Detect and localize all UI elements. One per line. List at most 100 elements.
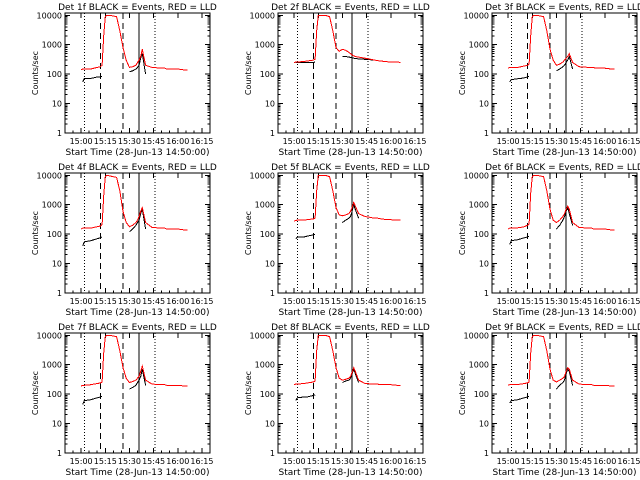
x-tick-label: 15:45	[569, 457, 592, 466]
x-tick-label: 16:15	[190, 137, 213, 146]
y-tick-label: 1000	[469, 201, 489, 210]
x-tick-label: 15:15	[94, 297, 117, 306]
y-tick-label: 1	[484, 129, 489, 138]
x-tick-label: 15:00	[497, 457, 520, 466]
x-tick-label: 15:45	[355, 457, 378, 466]
y-tick-label: 100	[47, 230, 62, 239]
x-axis-label: Start Time (28-Jun-13 14:50:00)	[279, 308, 423, 318]
detector-9-frame	[491, 332, 638, 454]
detector-6-frame	[491, 172, 638, 294]
y-tick-label: 100	[260, 390, 275, 399]
x-tick-label: 16:15	[403, 137, 426, 146]
y-tick-label: 10000	[37, 11, 62, 20]
x-axis-label: Start Time (28-Jun-13 14:50:00)	[493, 148, 637, 158]
x-tick-label: 15:45	[142, 457, 165, 466]
x-tick-label: 15:15	[94, 137, 117, 146]
detector-8-title: Det 8f BLACK = Events, RED = LLD	[271, 323, 430, 333]
y-tick-label: 1000	[42, 201, 62, 210]
y-tick-label: 1	[270, 129, 275, 138]
detector-8-frame	[277, 332, 424, 454]
y-tick-label: 1000	[42, 361, 62, 370]
y-axis-label: Counts/sec	[31, 211, 40, 255]
detector-7-frame	[64, 332, 211, 454]
x-tick-label: 16:15	[617, 137, 640, 146]
y-tick-label: 10000	[464, 331, 489, 340]
x-tick-label: 15:00	[70, 137, 93, 146]
detector-2-title: Det 2f BLACK = Events, RED = LLD	[271, 3, 430, 13]
y-tick-label: 1	[484, 449, 489, 458]
y-tick-label: 1	[270, 449, 275, 458]
x-axis-label: Start Time (28-Jun-13 14:50:00)	[279, 148, 423, 158]
detector-6-chart: Det 6f BLACK = Events, RED = LLD 1 10 100 10…	[458, 163, 640, 318]
y-tick-label: 10000	[37, 171, 62, 180]
x-tick-label: 15:45	[569, 297, 592, 306]
y-tick-label: 1000	[469, 41, 489, 50]
x-tick-label: 16:00	[166, 137, 189, 146]
y-tick-label: 1000	[42, 41, 62, 50]
y-tick-label: 1	[57, 289, 62, 298]
x-axis-label: Start Time (28-Jun-13 14:50:00)	[66, 148, 210, 158]
x-tick-label: 15:15	[307, 457, 330, 466]
x-axis-label: Start Time (28-Jun-13 14:50:00)	[66, 308, 210, 318]
detector-7-series-events	[82, 369, 147, 405]
x-tick-label: 16:00	[593, 137, 616, 146]
y-tick-label: 10000	[37, 331, 62, 340]
y-tick-label: 100	[474, 390, 489, 399]
detector-1-frame	[64, 12, 211, 134]
y-tick-label: 10	[479, 420, 489, 429]
detector-4-frame	[64, 172, 211, 294]
detector-4-title: Det 4f BLACK = Events, RED = LLD	[58, 163, 217, 173]
x-tick-label: 16:15	[403, 457, 426, 466]
x-tick-label: 15:00	[497, 137, 520, 146]
x-tick-label: 16:00	[379, 297, 402, 306]
y-tick-label: 1000	[469, 361, 489, 370]
y-tick-label: 10000	[464, 11, 489, 20]
detector-2-chart: Det 2f BLACK = Events, RED = LLD 1 10 100 10…	[244, 3, 430, 158]
x-tick-label: 16:00	[379, 137, 402, 146]
detector-3-chart: Det 3f BLACK = Events, RED = LLD 1 10 100 10…	[458, 3, 640, 158]
y-tick-label: 1000	[255, 41, 275, 50]
x-tick-label: 15:00	[497, 297, 520, 306]
y-tick-label: 10000	[250, 331, 275, 340]
x-tick-label: 15:45	[355, 297, 378, 306]
detector-3-title: Det 3f BLACK = Events, RED = LLD	[485, 3, 640, 13]
x-tick-label: 15:45	[569, 137, 592, 146]
detector-1-series-events	[82, 53, 147, 83]
detector-2-frame	[277, 12, 424, 134]
detector-6-series-lld	[507, 174, 615, 231]
x-tick-label: 15:30	[118, 457, 141, 466]
detector-1-series-lld	[80, 14, 188, 71]
detector-2-series-lld	[293, 14, 401, 63]
x-tick-label: 16:15	[403, 297, 426, 306]
y-axis-label: Counts/sec	[244, 371, 253, 415]
detector-5-series-lld	[293, 174, 401, 222]
y-tick-label: 10	[52, 260, 62, 269]
y-tick-label: 1	[270, 289, 275, 298]
y-tick-label: 100	[47, 390, 62, 399]
x-tick-label: 15:00	[70, 297, 93, 306]
detector-7-chart: Det 7f BLACK = Events, RED = LLD 1 10 100 10…	[31, 323, 217, 478]
detector-3-series-events	[509, 54, 574, 83]
detector-5-chart: Det 5f BLACK = Events, RED = LLD 1 10 100 10…	[244, 163, 430, 318]
detector-1-chart: Det 1f BLACK = Events, RED = LLD 1 10 100 10…	[31, 3, 217, 158]
x-tick-label: 16:00	[166, 457, 189, 466]
detector-3-series-lld	[507, 14, 615, 70]
y-tick-label: 10	[52, 100, 62, 109]
x-tick-label: 15:30	[118, 297, 141, 306]
y-axis-label: Counts/sec	[31, 371, 40, 415]
y-tick-label: 10000	[250, 11, 275, 20]
y-tick-label: 10	[265, 100, 275, 109]
x-tick-label: 16:15	[617, 457, 640, 466]
y-tick-label: 100	[260, 230, 275, 239]
x-axis-label: Start Time (28-Jun-13 14:50:00)	[279, 468, 423, 478]
x-tick-label: 15:30	[331, 297, 354, 306]
y-tick-label: 10	[265, 420, 275, 429]
x-tick-label: 15:45	[142, 137, 165, 146]
x-tick-label: 15:30	[331, 137, 354, 146]
y-tick-label: 1	[57, 449, 62, 458]
detector-8-series-lld	[293, 334, 401, 386]
detector-7-series-lld	[80, 334, 188, 387]
y-tick-label: 10	[265, 260, 275, 269]
x-tick-label: 15:15	[307, 137, 330, 146]
y-tick-label: 1	[484, 289, 489, 298]
